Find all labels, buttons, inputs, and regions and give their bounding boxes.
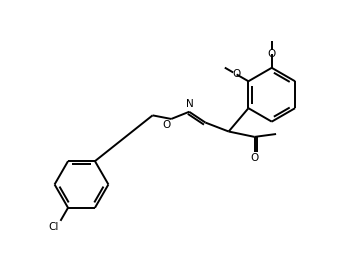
Text: O: O [268, 49, 276, 59]
Text: O: O [233, 69, 241, 79]
Text: N: N [186, 99, 194, 109]
Text: O: O [162, 120, 170, 130]
Text: O: O [250, 153, 259, 163]
Text: Cl: Cl [48, 222, 59, 232]
